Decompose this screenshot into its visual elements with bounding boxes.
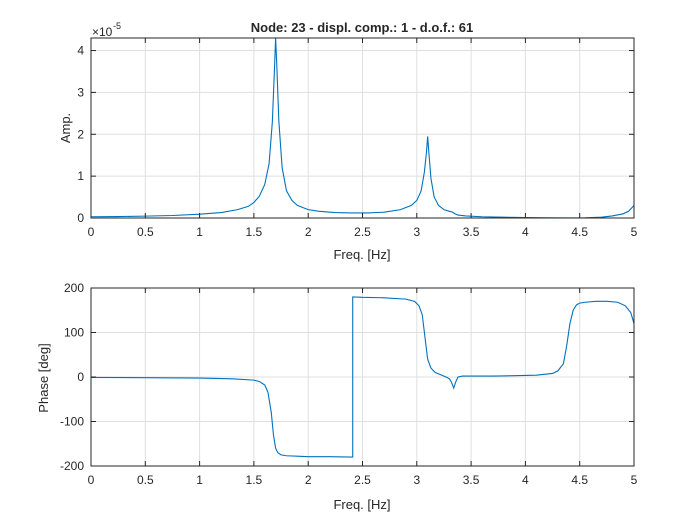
phase-axes: 0 0.5 1 1.5 2 2.5 3 3.5 4 4.5 5 -200 -100 0 100 200 xyxy=(60,281,638,487)
amplitude-x-tick-label: 0 xyxy=(88,225,95,239)
amplitude-y-tick-label: 3 xyxy=(77,85,84,99)
phase-x-tick-label: 1 xyxy=(196,473,203,487)
phase-x-tick-label: 0 xyxy=(88,473,95,487)
amplitude-y-tick-label: 2 xyxy=(77,127,84,141)
chart-title: Node: 23 - displ. comp.: 1 - d.o.f.: 61 xyxy=(251,20,473,35)
amplitude-series-line xyxy=(91,38,634,218)
y-exponent-base: ×10 xyxy=(92,25,113,39)
phase-y-tick-label: -200 xyxy=(60,459,84,473)
phase-x-tick-label: 4.5 xyxy=(571,473,588,487)
phase-x-tick-label: 4 xyxy=(522,473,529,487)
amplitude-x-tick-label: 0.5 xyxy=(137,225,154,239)
phase-y-tick-label: -100 xyxy=(60,415,84,429)
amplitude-axes: 0 0.5 1 1.5 2 2.5 3 3.5 4 4.5 5 0 1 2 3 4 xyxy=(77,37,638,239)
phase-y-tick-label: 0 xyxy=(77,370,84,384)
phase-x-axis-label: Freq. [Hz] xyxy=(333,497,390,512)
amplitude-x-axis-label: Freq. [Hz] xyxy=(333,247,390,262)
amplitude-y-tick-label: 0 xyxy=(77,211,84,225)
amplitude-x-tick-label: 3 xyxy=(413,225,420,239)
amplitude-x-tick-label: 5 xyxy=(631,225,638,239)
amplitude-y-tick-label: 4 xyxy=(77,44,84,58)
phase-x-tick-label: 3 xyxy=(413,473,420,487)
phase-y-axis-label: Phase [deg] xyxy=(36,343,51,412)
amplitude-y-tick-label: 1 xyxy=(77,169,84,183)
amplitude-x-tick-label: 1 xyxy=(196,225,203,239)
phase-series-line xyxy=(91,296,634,458)
phase-y-tick-label: 200 xyxy=(64,281,84,295)
amplitude-x-tick-label: 2 xyxy=(305,225,312,239)
phase-x-tick-label: 2 xyxy=(305,473,312,487)
phase-x-tick-label: 0.5 xyxy=(137,473,154,487)
amplitude-y-axis-label: Amp. xyxy=(58,113,73,143)
phase-x-tick-label: 5 xyxy=(631,473,638,487)
amplitude-x-tick-label: 1.5 xyxy=(246,225,263,239)
amplitude-x-tick-label: 2.5 xyxy=(354,225,371,239)
phase-x-tick-label: 1.5 xyxy=(246,473,263,487)
amplitude-x-tick-label: 3.5 xyxy=(463,225,480,239)
phase-x-tick-label: 3.5 xyxy=(463,473,480,487)
phase-x-tick-label: 2.5 xyxy=(354,473,371,487)
amplitude-x-tick-label: 4.5 xyxy=(571,225,588,239)
amplitude-x-tick-label: 4 xyxy=(522,225,529,239)
y-exponent-label: -5 xyxy=(113,21,121,31)
phase-y-tick-label: 100 xyxy=(64,326,84,340)
